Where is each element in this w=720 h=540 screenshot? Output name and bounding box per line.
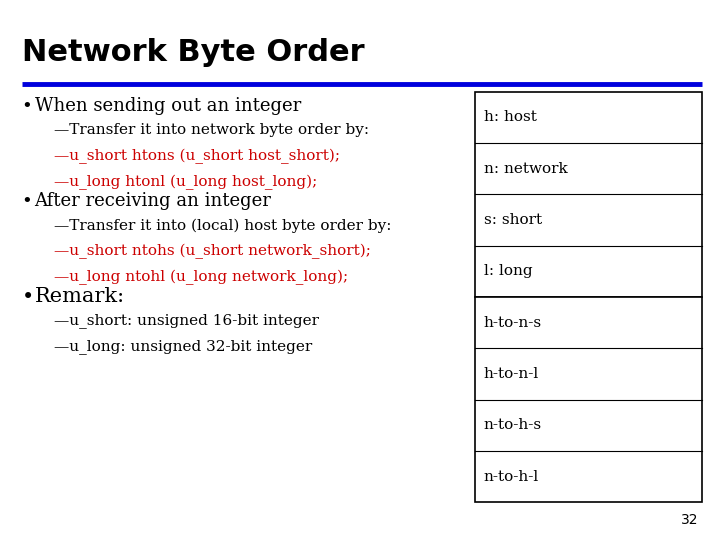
Text: —u_long ntohl (u_long network_long);: —u_long ntohl (u_long network_long); [54, 270, 348, 285]
Text: Network Byte Order: Network Byte Order [22, 38, 364, 67]
Text: —u_long htonl (u_long host_long);: —u_long htonl (u_long host_long); [54, 175, 318, 190]
Text: —u_short htons (u_short host_short);: —u_short htons (u_short host_short); [54, 149, 340, 164]
Text: After receiving an integer: After receiving an integer [35, 192, 271, 210]
Text: n-to-h-s: n-to-h-s [484, 418, 542, 432]
FancyBboxPatch shape [475, 92, 702, 297]
Text: —u_short ntohs (u_short network_short);: —u_short ntohs (u_short network_short); [54, 244, 371, 259]
Text: s: short: s: short [484, 213, 542, 227]
Text: h-to-n-s: h-to-n-s [484, 316, 542, 329]
Text: h-to-n-l: h-to-n-l [484, 367, 539, 381]
Text: •: • [22, 192, 32, 210]
Text: l: long: l: long [484, 265, 533, 278]
Text: —u_short: unsigned 16-bit integer: —u_short: unsigned 16-bit integer [54, 313, 319, 328]
Text: •: • [22, 97, 32, 115]
Text: Remark:: Remark: [35, 287, 125, 306]
Text: •: • [22, 287, 34, 307]
Text: 32: 32 [681, 512, 698, 526]
FancyBboxPatch shape [475, 297, 702, 502]
Text: —Transfer it into network byte order by:: —Transfer it into network byte order by: [54, 123, 369, 137]
Text: h: host: h: host [484, 111, 536, 124]
Text: n-to-h-l: n-to-h-l [484, 470, 539, 483]
Text: —Transfer it into (local) host byte order by:: —Transfer it into (local) host byte orde… [54, 218, 392, 233]
Text: —u_long: unsigned 32-bit integer: —u_long: unsigned 32-bit integer [54, 339, 312, 354]
Text: When sending out an integer: When sending out an integer [35, 97, 301, 115]
Text: n: network: n: network [484, 162, 567, 176]
